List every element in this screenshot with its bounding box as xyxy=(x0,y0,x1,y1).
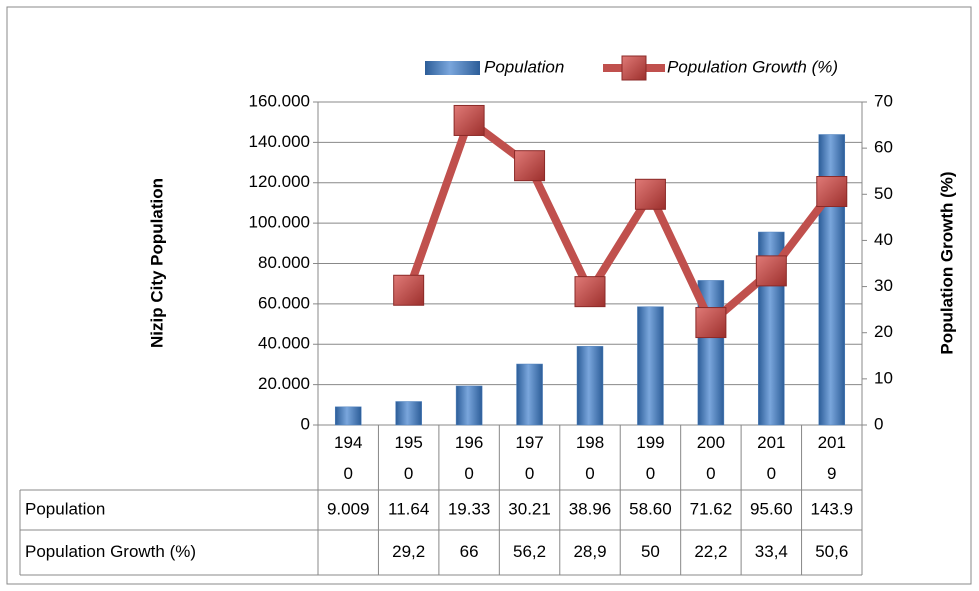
table-cell: 50 xyxy=(641,542,660,561)
legend-swatch xyxy=(425,61,480,75)
table-row-header: Population Growth (%) xyxy=(25,542,196,561)
legend-label: Population xyxy=(484,57,564,76)
table-cell: 22,2 xyxy=(694,542,727,561)
y2-tick-label: 60 xyxy=(874,138,893,157)
x-tick-label: 1960 xyxy=(454,433,484,483)
x-tick-label: 2019 xyxy=(817,433,846,483)
x-tick-label: 1940 xyxy=(334,433,363,483)
marker xyxy=(393,274,425,306)
table-cell: 38.96 xyxy=(569,499,612,518)
frame xyxy=(6,6,972,585)
table-cell: 58.60 xyxy=(629,499,672,518)
y-tick-label: 60.000 xyxy=(258,293,310,312)
marker xyxy=(574,276,606,308)
bar xyxy=(576,346,604,426)
table-cell: 30.21 xyxy=(508,499,551,518)
y-tick-label: 100.000 xyxy=(249,213,310,232)
bar xyxy=(334,406,362,426)
y-tick-label: 160.000 xyxy=(249,91,310,110)
x-tick-label: 1950 xyxy=(394,433,423,483)
table-cell: 56,2 xyxy=(513,542,546,561)
table-cell: 71.62 xyxy=(690,499,733,518)
y-tick-label: 140.000 xyxy=(249,132,310,151)
x-tick-label: 2000 xyxy=(696,433,726,483)
y2-tick-label: 50 xyxy=(874,184,893,203)
y-tick-label: 40.000 xyxy=(258,334,310,353)
y2-tick-label: 20 xyxy=(874,322,893,341)
bar xyxy=(455,385,483,426)
y2-tick-label: 30 xyxy=(874,276,893,295)
table-cell: 11.64 xyxy=(388,499,429,518)
table-cell: 28,9 xyxy=(573,542,606,561)
marker xyxy=(755,255,787,287)
legend-swatch xyxy=(621,55,647,81)
bar xyxy=(395,401,422,426)
marker xyxy=(514,150,546,182)
y-tick-label: 0 xyxy=(301,414,310,433)
table-cell: 143.9 xyxy=(811,499,854,518)
table-cell: 9.009 xyxy=(327,499,370,518)
marker xyxy=(634,178,666,210)
x-tick-label: 1970 xyxy=(515,433,544,483)
y-tick-label: 120.000 xyxy=(249,172,310,191)
marker xyxy=(453,104,485,136)
y2-tick-label: 10 xyxy=(874,368,893,387)
marker xyxy=(695,307,727,339)
legend-label: Population Growth (%) xyxy=(667,57,838,76)
bar xyxy=(516,363,543,426)
table-cell: 50,6 xyxy=(815,542,848,561)
y-tick-label: 20.000 xyxy=(258,374,310,393)
y2-tick-label: 70 xyxy=(874,91,893,110)
table-cell: 66 xyxy=(460,542,479,561)
table-row-header: Population xyxy=(25,499,105,518)
table-cell: 19.33 xyxy=(448,499,491,518)
table-cell: 95.60 xyxy=(750,499,793,518)
x-tick-label: 1990 xyxy=(636,433,665,483)
table-cell: 33,4 xyxy=(755,542,788,561)
x-tick-label: 1980 xyxy=(575,433,605,483)
y2-tick-label: 0 xyxy=(874,414,883,433)
bar xyxy=(637,306,664,426)
x-tick-label: 2010 xyxy=(757,433,786,483)
y-axis-title: Nizip City Population xyxy=(147,178,166,348)
marker xyxy=(816,176,848,208)
y2-tick-label: 40 xyxy=(874,230,893,249)
y-tick-label: 80.000 xyxy=(258,253,310,272)
y2-axis-title: Population Growth (%) xyxy=(937,171,956,354)
table-cell: 29,2 xyxy=(392,542,425,561)
